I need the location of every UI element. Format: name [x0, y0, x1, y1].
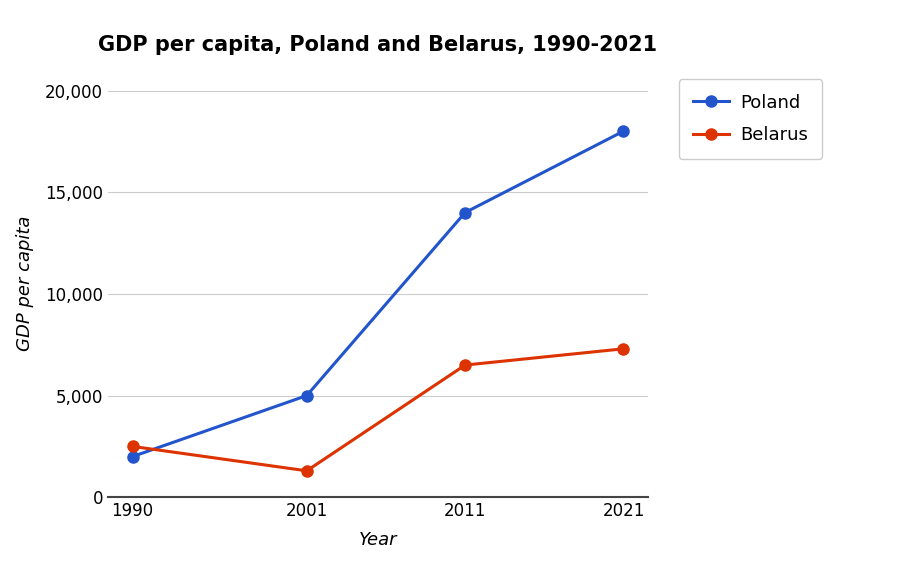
- Poland: [302, 392, 312, 399]
- Line: Poland: Poland: [127, 126, 629, 462]
- Y-axis label: GDP per capita: GDP per capita: [16, 216, 34, 352]
- Poland: [127, 453, 138, 460]
- Title: GDP per capita, Poland and Belarus, 1990-2021: GDP per capita, Poland and Belarus, 1990…: [98, 35, 658, 55]
- X-axis label: Year: Year: [359, 531, 397, 549]
- Legend: Poland, Belarus: Poland, Belarus: [679, 79, 823, 159]
- Line: Belarus: Belarus: [127, 343, 629, 476]
- Belarus: [127, 443, 138, 450]
- Belarus: [302, 467, 312, 474]
- Belarus: [460, 362, 471, 369]
- Poland: [460, 209, 471, 216]
- Belarus: [618, 345, 629, 352]
- Poland: [618, 128, 629, 135]
